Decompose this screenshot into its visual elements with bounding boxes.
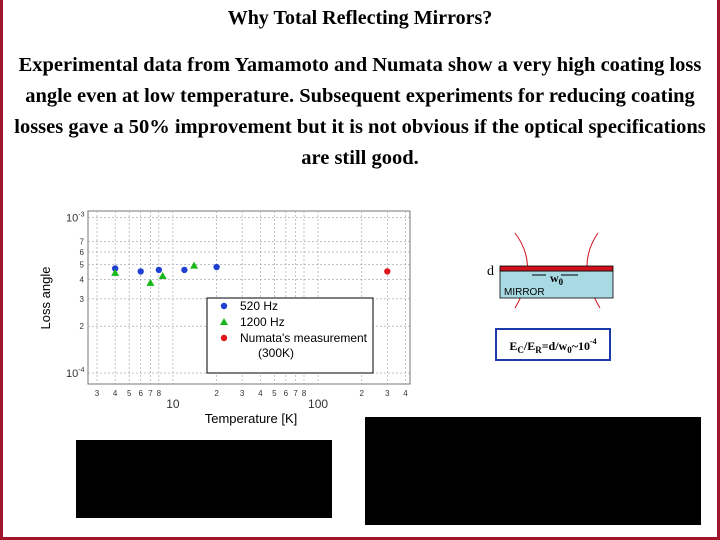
y-tick-label: 6 [80, 248, 85, 257]
legend-label: 1200 Hz [240, 315, 285, 329]
y-tick-label: 4 [80, 275, 85, 284]
x-tick-label: 3 [240, 389, 245, 398]
y-tick-label: 2 [80, 322, 85, 331]
data-point-series-1 [181, 266, 188, 274]
legend-marker-series-2 [220, 318, 228, 325]
y-tick-label: 10-4 [66, 367, 85, 380]
x-tick-label: 8 [302, 389, 307, 398]
legend-marker-series-3 [220, 334, 228, 342]
legend-label: 520 Hz [240, 299, 278, 313]
data-point-series-1 [137, 268, 144, 275]
w0-label: w0 [550, 271, 564, 287]
x-tick-label: 2 [214, 389, 219, 398]
black-box-left [76, 440, 332, 518]
mirror-label: MIRROR [504, 287, 545, 298]
mirror-substrate [499, 270, 614, 299]
mirror-coating-layer [499, 265, 614, 272]
data-point-series-1 [213, 263, 220, 271]
x-tick-label: 4 [403, 389, 408, 398]
x-tick-label: 3 [95, 389, 100, 398]
legend-label: Numata's measurement [240, 331, 368, 345]
x-tick-label: 8 [157, 389, 162, 398]
x-tick-label: 5 [127, 389, 132, 398]
data-point-series-2 [146, 278, 155, 286]
d-label: d [487, 264, 494, 279]
x-tick-label: 7 [293, 389, 298, 398]
x-tick-label: 6 [138, 389, 143, 398]
legend-marker-series-1 [220, 302, 228, 310]
data-point-series-2 [190, 261, 199, 269]
data-point-series-2 [158, 272, 167, 280]
legend-box [206, 297, 374, 374]
x-tick-label: 100 [308, 397, 328, 411]
y-tick-labels: 10-3 76 5 4 3 2 10-4 [66, 211, 85, 380]
formula-box [495, 328, 611, 361]
data-point-series-1 [155, 266, 163, 274]
y-tick-label: 10-3 [66, 211, 85, 224]
x-tick-label: 3 [385, 389, 390, 398]
x-tick-label: 10 [166, 397, 180, 411]
mirror-diagram: d w0 MIRROR EC/ER=d/w0~10-4 [487, 232, 614, 361]
chart-data-points [111, 261, 391, 286]
data-point-series-2 [111, 268, 120, 276]
chart-legend: 520 Hz 1200 Hz Numata's measurement(300K) [206, 297, 374, 374]
data-point-series-1 [111, 265, 119, 272]
y-axis-label: Loss angle [38, 267, 53, 330]
slide-body-text: Experimental data from Yamamoto and Numa… [14, 54, 706, 169]
legend-label: (300K) [258, 346, 294, 360]
black-box-right [365, 417, 701, 525]
x-tick-label: 4 [113, 389, 118, 398]
x-tick-label: 6 [284, 389, 289, 398]
formula-text: EC/ER=d/w0~10-4 [509, 337, 596, 355]
y-tick-label: 5 [80, 260, 85, 269]
y-tick-label: 3 [80, 295, 85, 304]
x-axis-label: Temperature [K] [205, 411, 298, 426]
x-tick-label: 5 [272, 389, 277, 398]
slide-title: Why Total Reflecting Mirrors? [227, 7, 493, 29]
x-tick-label: 2 [360, 389, 365, 398]
x-tick-label: 4 [258, 389, 263, 398]
x-tick-label: 7 [148, 389, 153, 398]
data-point-series-3 [384, 268, 391, 275]
y-tick-label: 7 [80, 238, 85, 247]
